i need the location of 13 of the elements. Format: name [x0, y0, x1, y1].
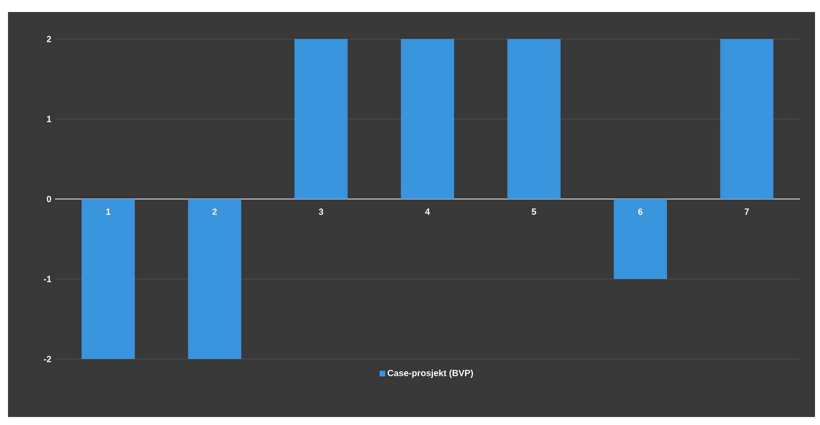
y-tick-label: -1	[44, 276, 52, 282]
x-tick-label: 1	[106, 208, 110, 215]
y-tick-label: 1	[47, 116, 52, 122]
x-tick-label: 6	[638, 208, 643, 215]
y-tick-label: -2	[44, 356, 52, 362]
x-tick-label: 7	[744, 208, 749, 215]
x-tick-label: 3	[318, 208, 324, 215]
x-tick-label: 2	[212, 208, 217, 215]
y-tick-label: 2	[46, 36, 52, 42]
legend-label: Case-prosjekt (BVP)	[388, 370, 473, 378]
x-tick-label: 4	[425, 208, 430, 215]
y-tick-label: 0	[46, 196, 52, 202]
x-tick-label: 5	[532, 208, 536, 215]
